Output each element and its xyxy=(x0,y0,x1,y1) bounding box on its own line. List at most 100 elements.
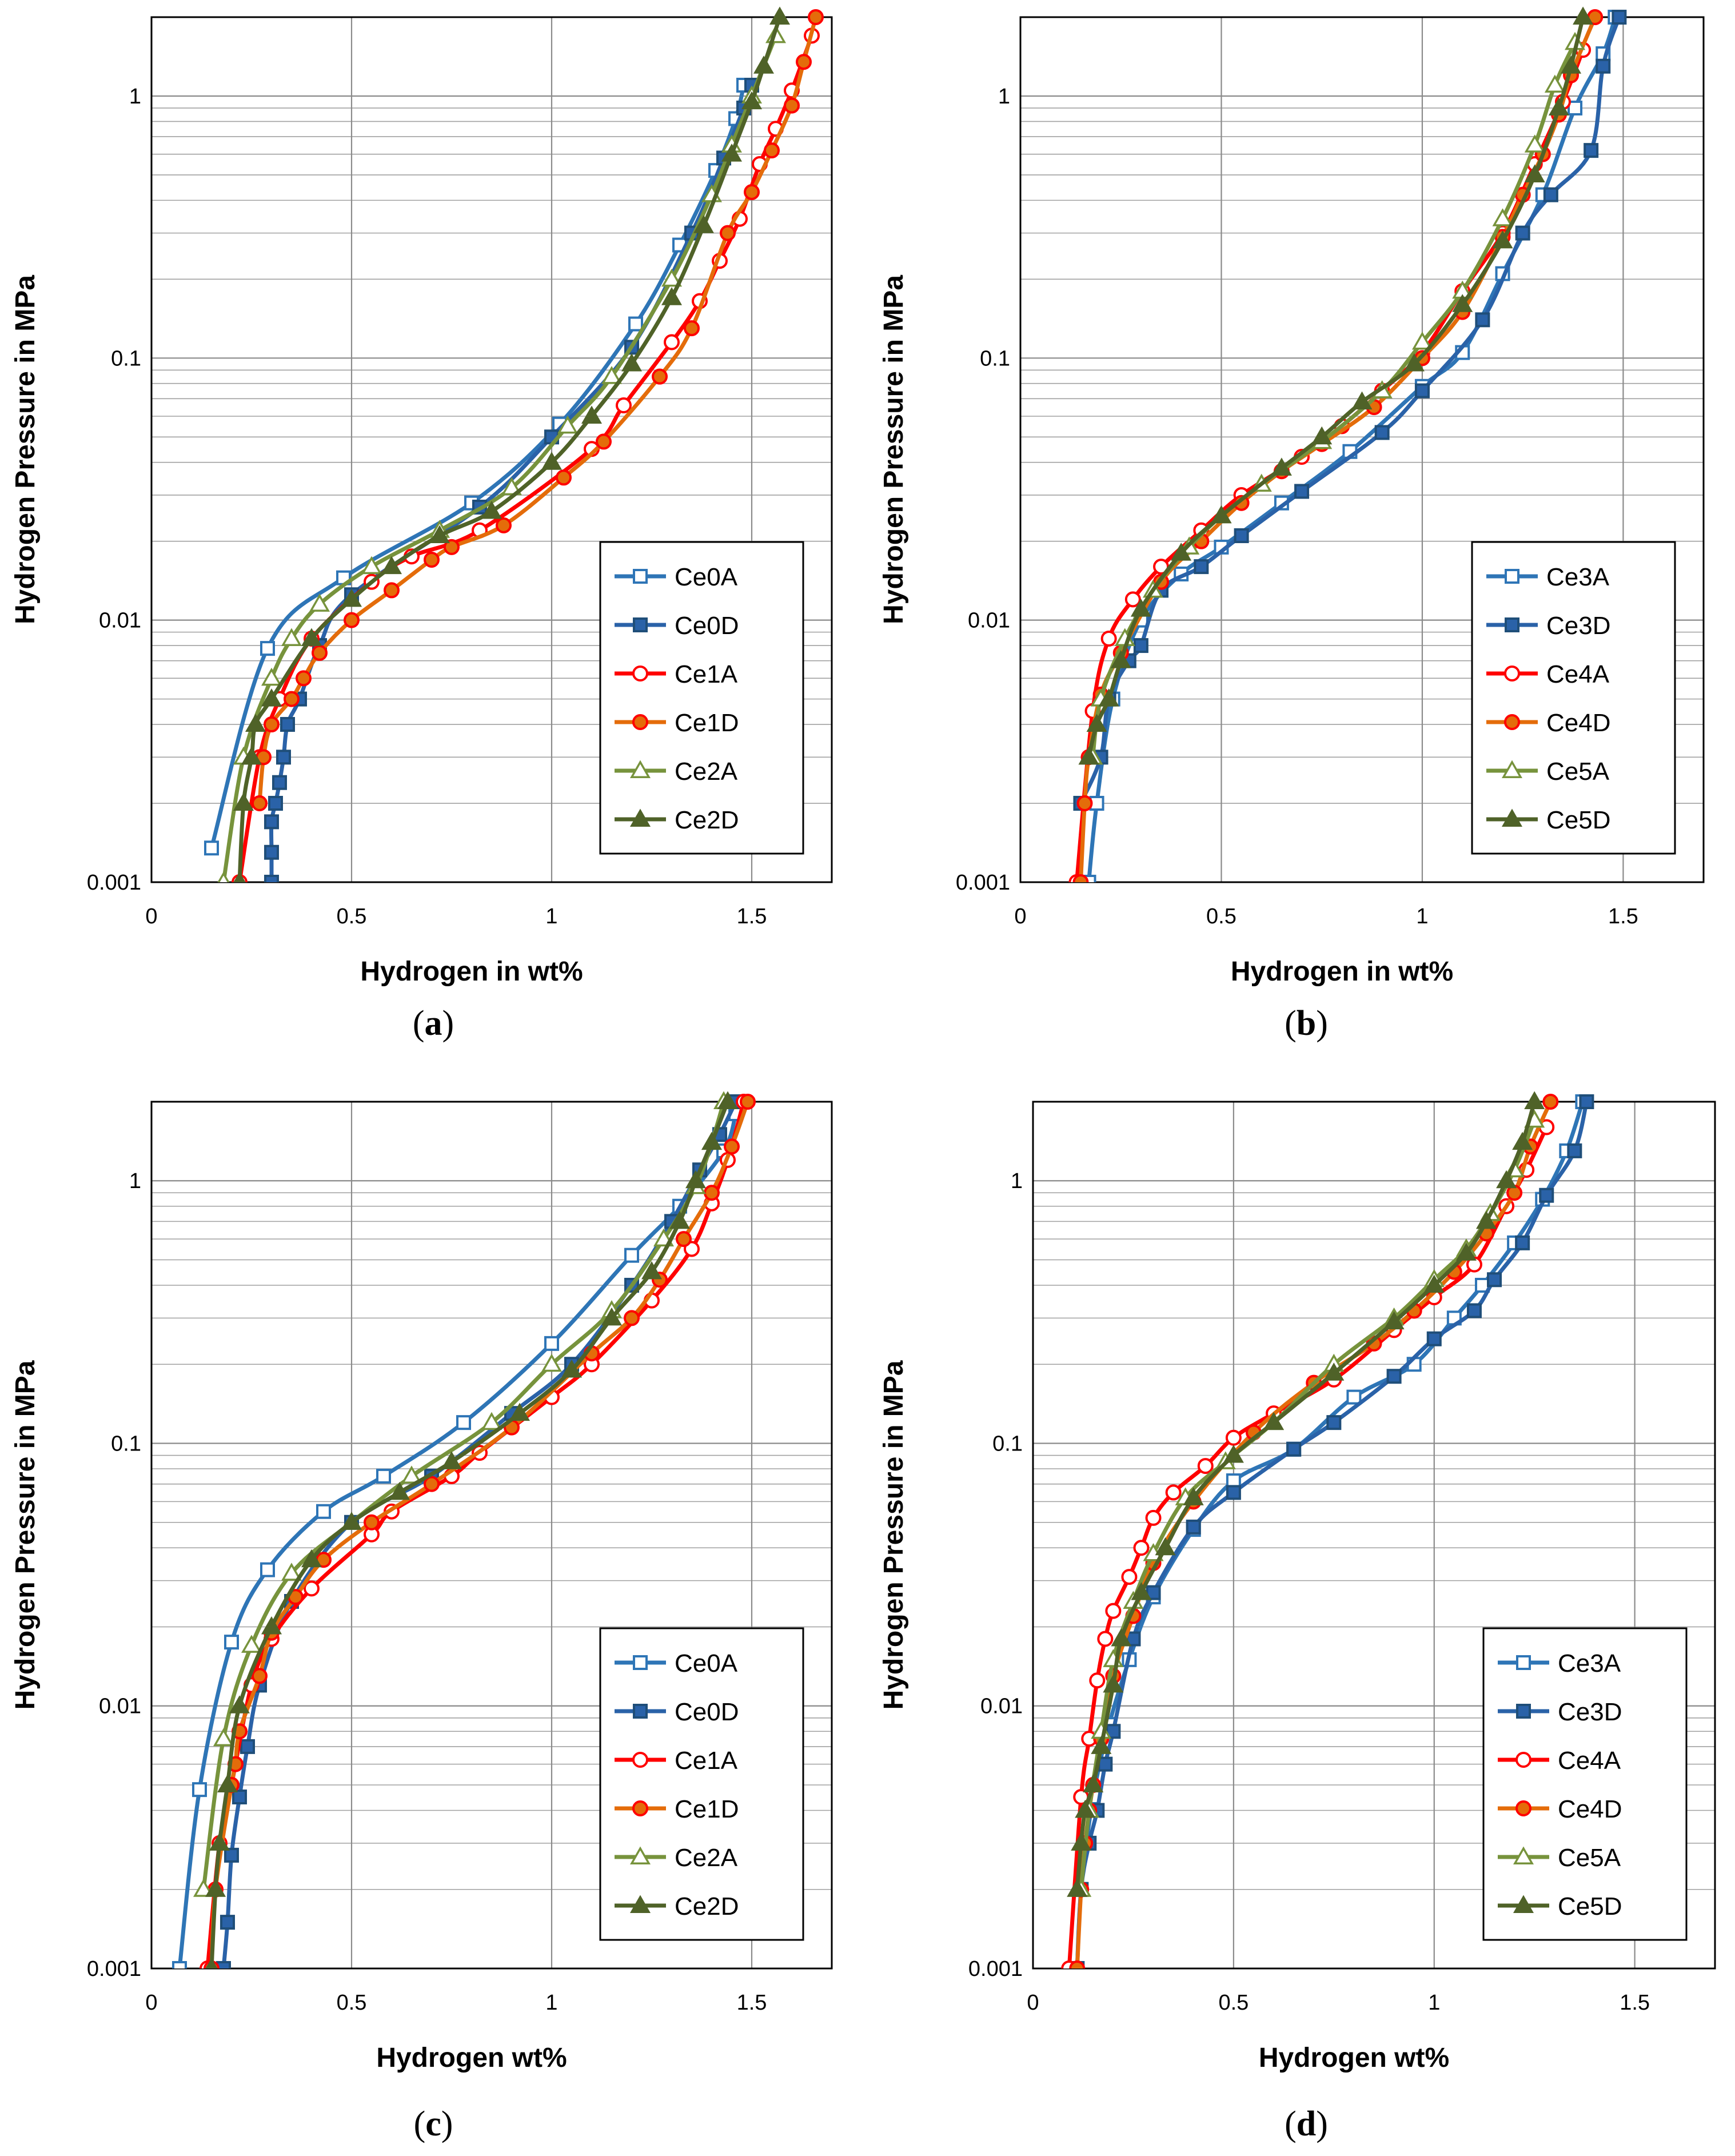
caption-close: ) xyxy=(1316,1004,1328,1043)
x-axis-title: Hydrogen in wt% xyxy=(360,957,583,987)
x-tick-label: 0.5 xyxy=(1206,904,1237,928)
caption-letter: b xyxy=(1296,1004,1317,1043)
data-point xyxy=(224,1847,239,1863)
caption-close: ) xyxy=(441,2105,453,2143)
data-point xyxy=(1211,505,1232,524)
x-axis-title: Hydrogen wt% xyxy=(1259,2043,1449,2073)
data-point xyxy=(601,1307,623,1326)
data-point xyxy=(1612,10,1627,25)
data-point xyxy=(1286,1441,1302,1457)
data-point xyxy=(361,556,382,575)
data-point xyxy=(1165,1484,1182,1501)
x-tick-label: 1 xyxy=(1416,904,1428,928)
legend-item: Ce5D xyxy=(1498,1892,1622,1920)
legend: Ce3A Ce3D Ce4A Ce4D Ce5A Ce5D xyxy=(1482,1627,1688,1941)
data-point xyxy=(1075,1799,1096,1818)
data-point xyxy=(1124,591,1141,608)
data-point xyxy=(633,617,648,632)
y-tick-label: 0.001 xyxy=(87,871,141,895)
data-point xyxy=(1071,1832,1092,1851)
data-point xyxy=(1492,208,1513,226)
data-point xyxy=(632,665,648,682)
data-point xyxy=(1411,331,1433,350)
data-point xyxy=(260,1562,275,1577)
data-point xyxy=(341,588,362,607)
data-point xyxy=(209,1832,230,1851)
data-point xyxy=(652,368,668,385)
data-point xyxy=(541,1353,563,1372)
data-point xyxy=(1263,1412,1285,1430)
x-tick-label: 1.5 xyxy=(737,904,767,928)
data-point xyxy=(1294,484,1310,499)
legend-item: Ce1A xyxy=(615,660,738,688)
y-tick-label: 0.001 xyxy=(956,871,1010,895)
data-point xyxy=(1573,6,1594,25)
data-point xyxy=(1326,1415,1342,1430)
data-point xyxy=(205,1879,226,1897)
data-point xyxy=(1234,528,1249,543)
data-point xyxy=(721,144,743,162)
data-point xyxy=(1524,164,1545,182)
plot-area xyxy=(1019,16,1705,883)
y-tick-label: 0.1 xyxy=(111,1432,141,1456)
data-point xyxy=(481,1412,502,1430)
data-point xyxy=(1584,143,1599,158)
legend-item: Ce4A xyxy=(1486,660,1610,688)
legend-box xyxy=(1471,541,1676,855)
caption-letter: a xyxy=(424,1004,442,1043)
data-point xyxy=(216,1961,231,1968)
data-point xyxy=(1100,631,1117,647)
data-point xyxy=(1089,1672,1106,1689)
legend-box xyxy=(599,1627,804,1941)
data-point xyxy=(205,1958,218,1968)
data-point xyxy=(1130,599,1151,617)
data-point xyxy=(685,1170,707,1189)
legend-item: Ce2D xyxy=(615,1892,739,1920)
legend-item: Ce0A xyxy=(615,1649,738,1677)
data-point xyxy=(1542,1094,1559,1110)
series-line xyxy=(1075,1101,1537,1890)
legend-label: Ce4A xyxy=(1546,660,1610,688)
data-point xyxy=(401,1465,422,1484)
y-tick-label: 0.01 xyxy=(99,1695,141,1719)
legend-label: Ce2A xyxy=(675,1844,738,1872)
x-axis-ticks: 0 0.5 1 1.5 xyxy=(1027,1991,1650,2015)
data-point xyxy=(720,225,736,241)
data-point xyxy=(684,320,700,337)
data-point xyxy=(664,334,680,350)
y-tick-label: 1 xyxy=(998,85,1010,109)
y-axis-ticks: 0.001 0.01 0.1 1 xyxy=(87,1169,141,1981)
panel-caption-c: (c) xyxy=(348,2104,519,2145)
data-point xyxy=(232,1790,247,1805)
data-point xyxy=(1145,1509,1162,1526)
data-point xyxy=(1561,55,1582,74)
data-point xyxy=(616,397,632,414)
legend-item: Ce0A xyxy=(615,563,738,591)
panel-caption-d: (d) xyxy=(1221,2104,1392,2145)
data-point xyxy=(624,1310,640,1326)
data-point xyxy=(641,1261,663,1280)
data-point xyxy=(264,844,279,860)
data-point xyxy=(1098,1756,1113,1772)
chart-b-svg: 0 0.5 1 1.5 0.001 0.01 0.1 1 Hydrogen in wt% Hydr… xyxy=(879,6,1705,987)
data-point xyxy=(1097,1631,1114,1647)
data-point xyxy=(632,714,648,730)
chart-c-svg: 0 0.5 1 1.5 0.001 0.01 0.1 1 Hydrogen wt% Hydroge… xyxy=(10,1091,833,2073)
data-point xyxy=(384,582,400,599)
data-point xyxy=(628,316,643,332)
data-point xyxy=(264,875,279,882)
y-axis-title: Hydrogen Pressure in MPa xyxy=(10,275,41,624)
data-point xyxy=(268,796,283,811)
legend-label: Ce0A xyxy=(675,1649,738,1677)
legend-item: Ce3D xyxy=(1498,1698,1622,1726)
data-point xyxy=(264,716,280,733)
data-point xyxy=(1323,1362,1345,1381)
chart-panel-b: 0 0.5 1 1.5 0.001 0.01 0.1 1 Hydrogen in wt% Hydr… xyxy=(867,0,1735,1078)
data-point xyxy=(1568,100,1583,115)
data-point xyxy=(213,1728,234,1747)
data-point xyxy=(341,1512,362,1530)
series-line xyxy=(1075,1101,1589,1968)
legend-label: Ce0A xyxy=(675,563,738,591)
x-tick-label: 0.5 xyxy=(337,1991,367,2015)
y-tick-label: 1 xyxy=(129,1169,141,1193)
